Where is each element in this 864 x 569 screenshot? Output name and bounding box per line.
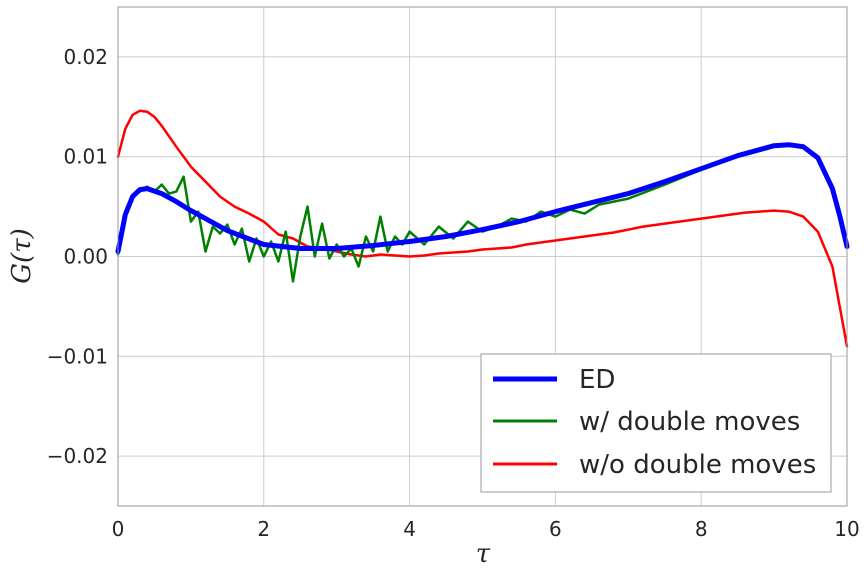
legend-label-wo-double-moves: w/o double moves — [579, 450, 816, 480]
series-layer — [115, 109, 850, 348]
plot-frame — [117, 6, 848, 507]
y-tick-label: 0.01 — [63, 145, 108, 169]
legend: ED w/ double moves w/o double moves — [480, 353, 832, 493]
x-tick-label: 4 — [403, 517, 416, 541]
x-tick-label: 10 — [834, 517, 859, 541]
x-tick-label: 6 — [549, 517, 562, 541]
x-axis-label: τ — [476, 539, 491, 569]
x-tick-label: 8 — [695, 517, 708, 541]
series-line-w-o-double-moves — [116, 109, 849, 348]
y-tick-label: −0.02 — [47, 444, 108, 468]
legend-label-ed: ED — [579, 365, 615, 395]
y-tick-label: 0.02 — [63, 45, 108, 69]
legend-label-w-double-moves: w/ double moves — [579, 407, 800, 437]
y-axis-label: G(τ) — [7, 228, 37, 283]
y-tick-label: −0.01 — [47, 344, 108, 368]
tick-labels: 0 2 4 6 8 10 −0.02 −0.01 0.00 0.01 0.02 — [47, 45, 860, 541]
x-tick-label: 0 — [112, 517, 125, 541]
series-line-ed — [115, 142, 850, 254]
y-tick-label: 0.00 — [63, 245, 108, 269]
x-tick-label: 2 — [257, 517, 270, 541]
